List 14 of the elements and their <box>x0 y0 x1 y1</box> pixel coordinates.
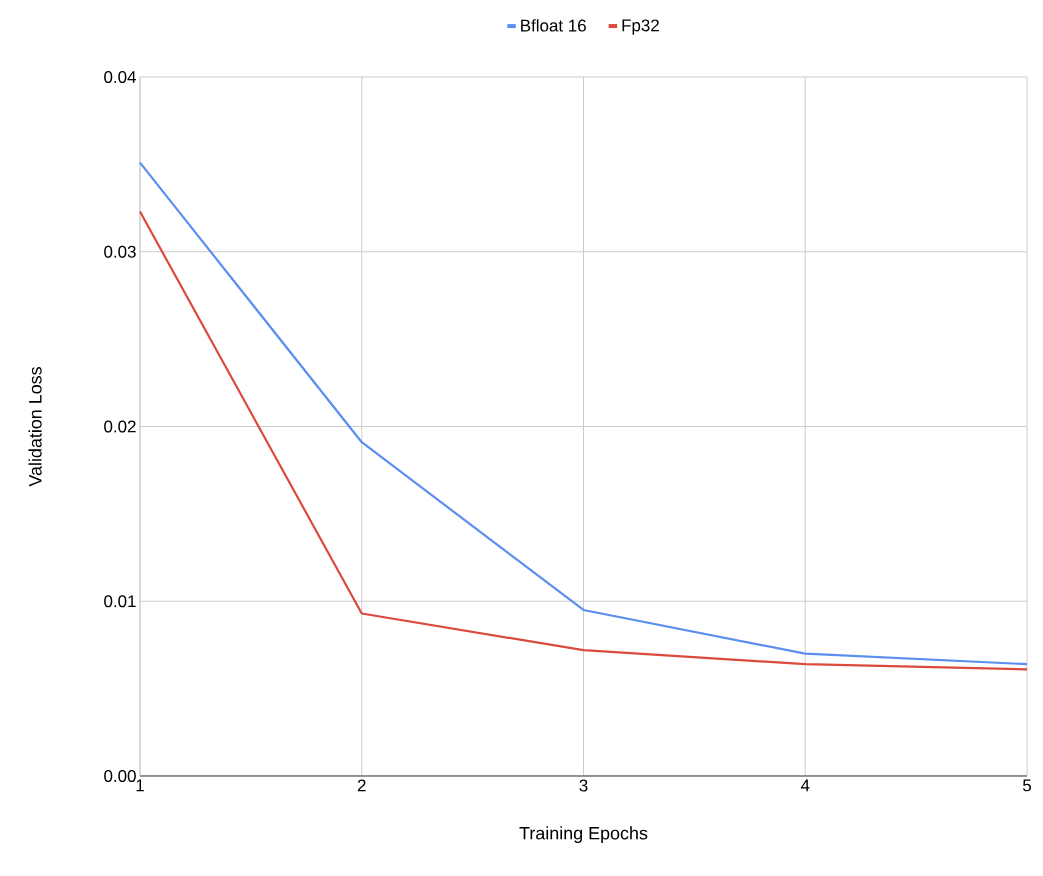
y-axis-title: Validation Loss <box>28 367 42 487</box>
x-axis-title: Training Epochs <box>519 826 648 844</box>
y-tick-label: 0.03 <box>104 245 136 258</box>
x-tick-label: 4 <box>800 779 810 792</box>
y-tick-label: 0.01 <box>104 595 136 608</box>
x-tick-label: 3 <box>579 779 588 792</box>
x-tick-label: 2 <box>357 779 366 792</box>
y-tick-label: 0.02 <box>104 420 136 433</box>
legend-label: Fp32 <box>622 19 659 35</box>
x-tick-label: 5 <box>1022 779 1031 792</box>
x-tick-label: 1 <box>136 779 144 792</box>
y-tick-label: 0.00 <box>104 770 136 782</box>
y-tick-label: 0.04 <box>104 71 136 83</box>
legend-label: Bfloat 16 <box>521 19 586 32</box>
